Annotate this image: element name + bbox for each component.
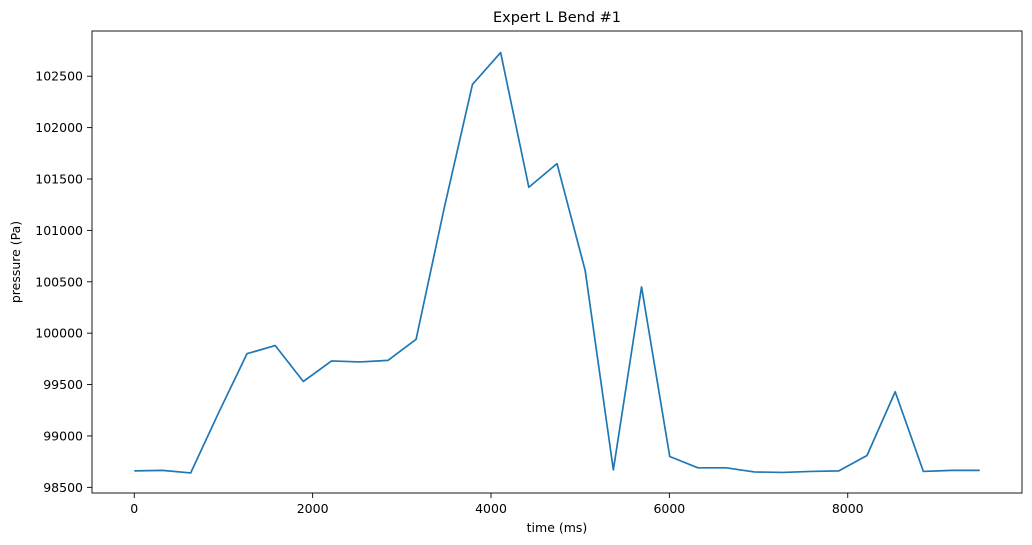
y-tick-label: 98500: [43, 480, 83, 495]
y-tick-label: 100000: [35, 326, 83, 341]
x-tick-label: 8000: [832, 501, 864, 516]
plot-frame: [91, 30, 1023, 494]
y-axis-label: pressure (Pa): [8, 221, 23, 303]
chart-title: Expert L Bend #1: [493, 10, 621, 26]
series-line: [134, 51, 980, 474]
y-tick-label: 100500: [35, 274, 83, 289]
x-tick-label: 0: [130, 501, 138, 516]
y-tick-label: 99000: [43, 428, 83, 443]
y-tick-label: 102500: [35, 69, 83, 84]
x-tick-label: 2000: [297, 501, 329, 516]
x-tick-label: 4000: [475, 501, 507, 516]
x-axis: 0 2000 4000 6000 8000: [130, 493, 864, 516]
y-tick-label: 101500: [35, 172, 83, 187]
plot-area: 0 2000 4000 6000 8000 98500 99000 99500 100000 1…: [35, 30, 1023, 516]
y-tick-label: 99500: [43, 377, 83, 392]
y-tick-label: 101000: [35, 223, 83, 238]
x-axis-label: time (ms): [527, 520, 588, 535]
y-tick-label: 102000: [35, 120, 83, 135]
y-axis: 98500 99000 99500 100000 100500 101000 101500 1…: [35, 69, 92, 495]
x-tick-label: 6000: [653, 501, 685, 516]
